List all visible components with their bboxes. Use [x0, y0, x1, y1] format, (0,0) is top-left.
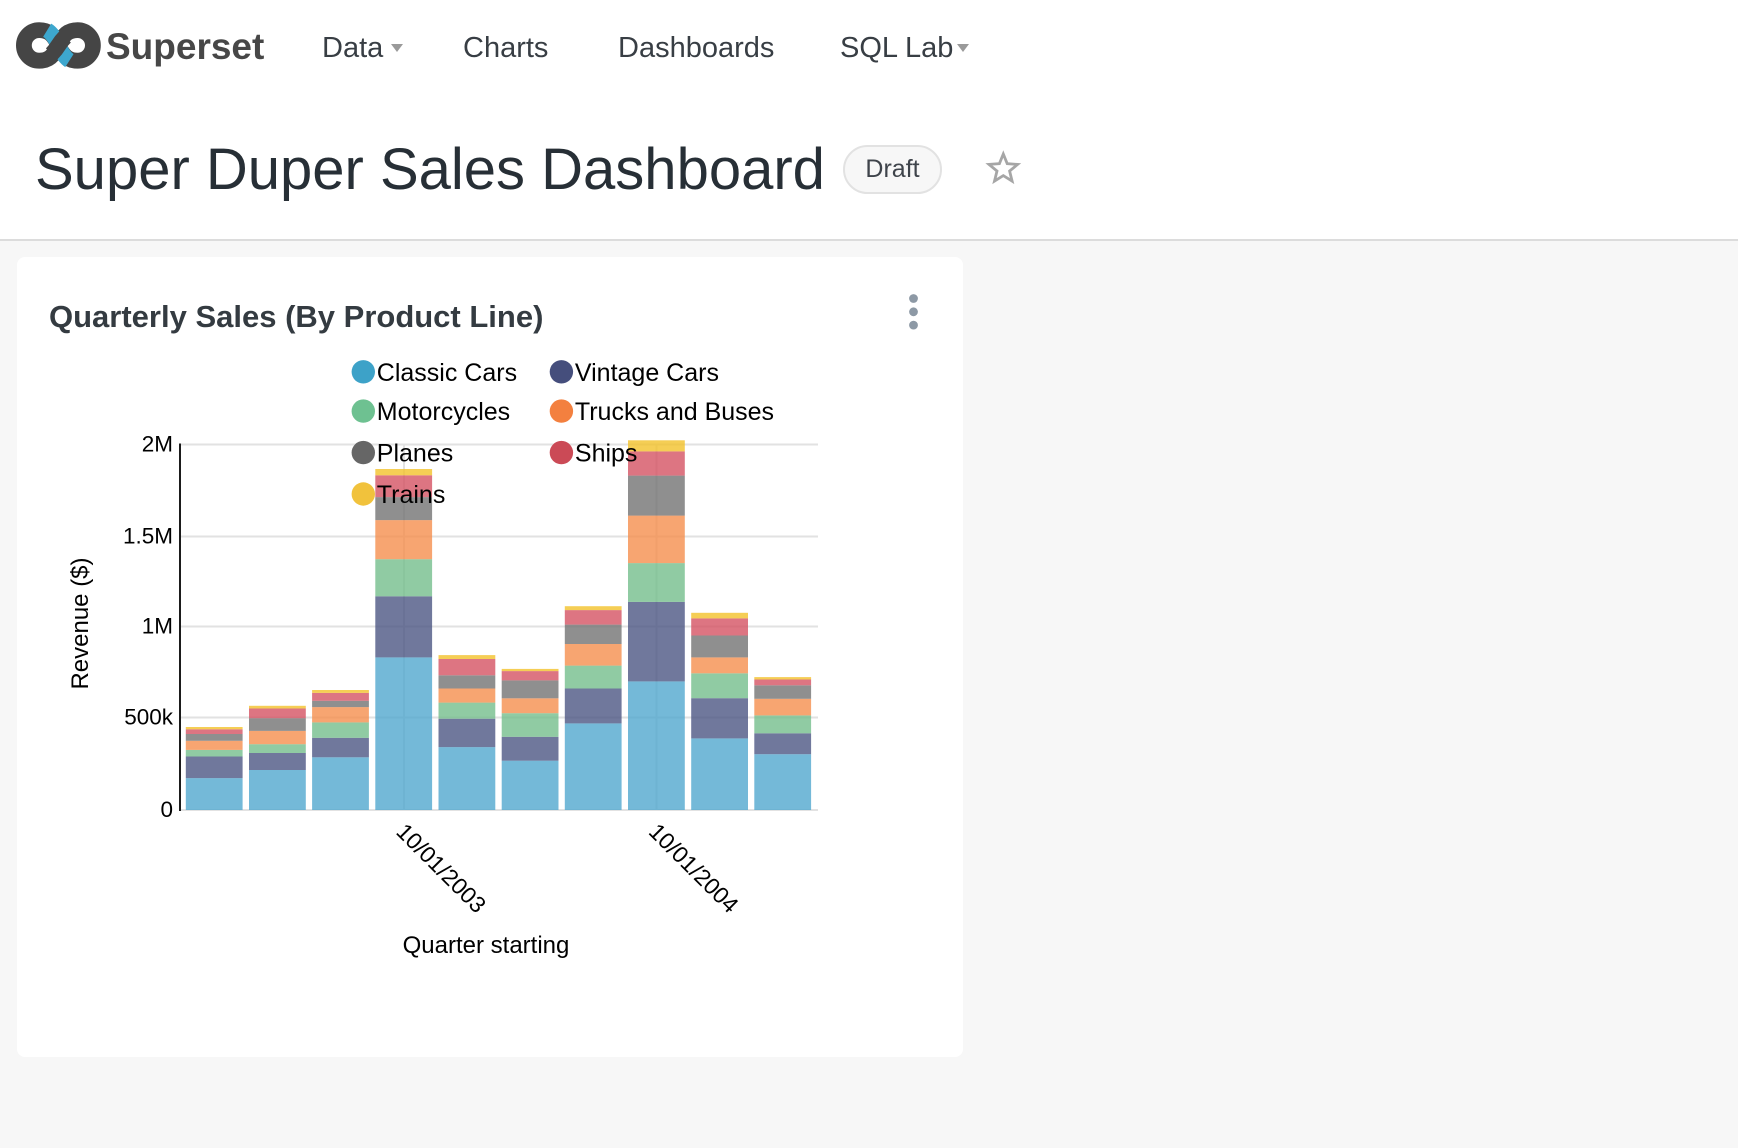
svg-text:Ships: Ships: [575, 440, 638, 468]
svg-text:Revenue ($): Revenue ($): [67, 557, 94, 689]
svg-text:10/01/2003: 10/01/2003: [391, 818, 491, 918]
svg-text:2M: 2M: [142, 432, 173, 457]
svg-text:1.5M: 1.5M: [123, 524, 173, 549]
svg-text:Classic Cars: Classic Cars: [377, 359, 517, 387]
svg-text:Planes: Planes: [377, 440, 453, 468]
svg-text:Trains: Trains: [377, 481, 446, 509]
svg-text:Motorcycles: Motorcycles: [377, 398, 510, 426]
svg-text:Trucks and Buses: Trucks and Buses: [575, 398, 774, 426]
svg-text:0: 0: [160, 797, 173, 822]
svg-text:Superset: Superset: [106, 26, 264, 67]
svg-text:Quarter starting: Quarter starting: [403, 932, 570, 959]
svg-text:10/01/2004: 10/01/2004: [644, 818, 744, 918]
svg-text:Vintage Cars: Vintage Cars: [575, 359, 719, 387]
svg-text:500k: 500k: [124, 705, 174, 730]
svg-text:1M: 1M: [142, 614, 173, 639]
